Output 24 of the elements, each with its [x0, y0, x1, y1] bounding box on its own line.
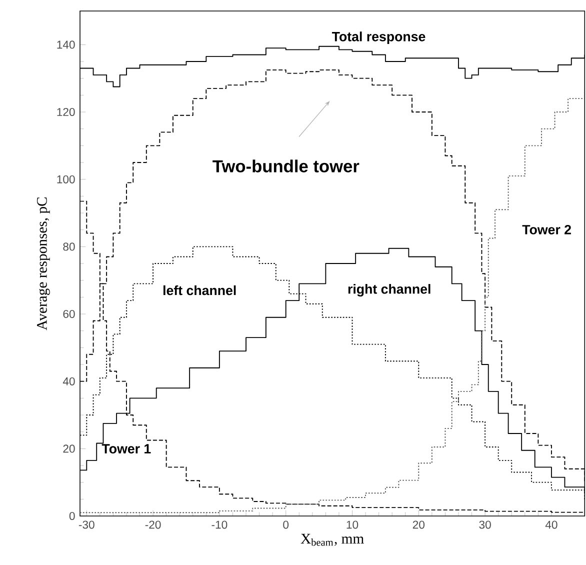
x-tick-label: 10: [346, 520, 358, 529]
series-label: right channel: [348, 284, 430, 296]
x-tick-label: 30: [479, 520, 491, 529]
y-tick-label: 0: [69, 512, 75, 520]
series-label: left channel: [164, 285, 236, 296]
y-tick-label: 120: [57, 108, 75, 116]
x-tick-label: 20: [412, 520, 425, 529]
x-tick-label: -30: [78, 520, 94, 529]
y-tick-label: 140: [57, 40, 75, 49]
text: Two-bundle tower: [212, 160, 360, 172]
y-axis-title: Average responses, pC: [37, 197, 50, 330]
y-tick-label: 60: [63, 310, 75, 318]
x-tick-label: -20: [145, 520, 161, 529]
x-tick-label: -10: [212, 520, 228, 529]
series-label: Tower 2: [522, 224, 571, 234]
y-tick-label: 80: [63, 242, 75, 251]
y-tick-label: 20: [63, 444, 75, 453]
x-tick-label: 0: [283, 520, 289, 529]
y-tick-label: 100: [57, 175, 75, 184]
x-tick-label: 40: [545, 520, 558, 529]
x-axis-title: X$_{beam}$, mm: [300, 534, 364, 546]
series-label: Tower 1: [102, 444, 151, 454]
series-label: Total response: [332, 32, 426, 44]
y-tick-label: 40: [62, 377, 75, 386]
